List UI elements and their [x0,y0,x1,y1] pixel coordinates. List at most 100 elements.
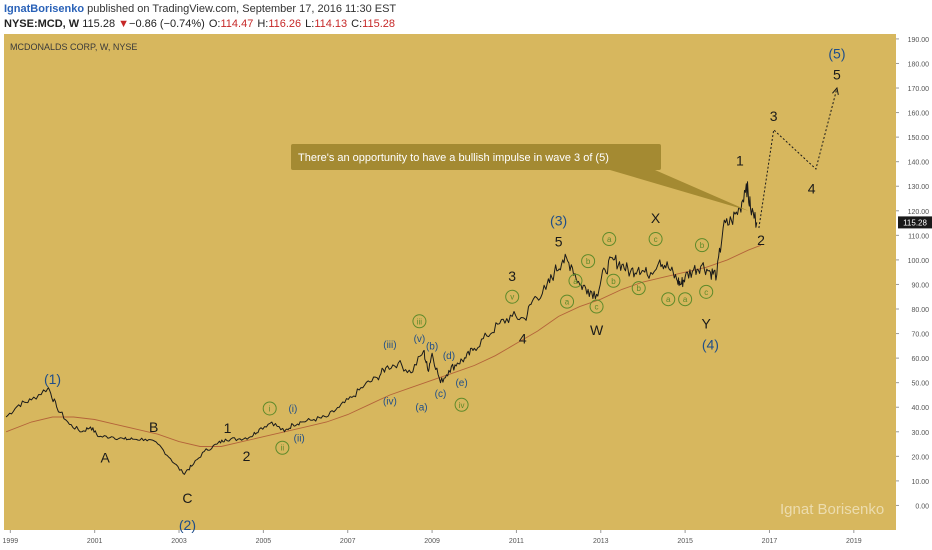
wave-label: 5 [833,66,841,82]
y-tick-label: 150.00 [908,135,930,142]
x-tick-label: 2015 [677,538,693,545]
wave-label-minor: a [565,298,570,307]
wave-label: (e) [455,378,467,389]
wave-label-circle [606,273,621,288]
wave-label-minor: a [683,295,688,304]
wave-label-minor: v [510,293,514,302]
wave-label-circle [581,254,596,269]
wave-labels-layer: (1)ABC(2)12i (i)ii(ii)(iii)iii(v)(iv)(b)(… [44,46,846,533]
moving-average-layer [5,244,762,447]
wave-label-circle [602,232,617,247]
x-tick-label: 2009 [424,538,440,545]
y-tick-label: 30.00 [911,430,929,437]
wave-label: (1) [44,371,61,387]
y-tick-label: 50.00 [911,381,929,388]
wave-label: W [590,322,604,338]
close-value: 115.28 [362,18,395,30]
wave-label-minor: i [269,404,271,413]
wave-label: (c) [435,389,447,400]
x-tick-label: 2001 [87,538,103,545]
moving-average-line [5,244,762,447]
annotation-callout[interactable]: There's an opportunity to have a bullish… [291,144,749,211]
x-tick-label: 2003 [171,538,187,545]
y-tick-label: 20.00 [911,454,929,461]
callout-pointer [610,170,749,211]
wave-label-minor: b [637,284,642,293]
projection-path [758,87,838,229]
wave-label: (iii) [383,340,396,351]
chart-title: MCDONALDS CORP, W, NYSE [10,42,137,52]
wave-label: (i) [288,404,297,415]
wave-label: 3 [508,268,516,284]
low-label: L: [305,18,315,30]
last-price-badge [898,216,932,229]
price-chart[interactable]: 0.00 10.00 20.00 30.00 40.00 50.00 60.00 70.00 8… [0,34,932,550]
wave-label: X [651,210,661,226]
wave-label-circle [560,294,575,309]
x-tick-label: 1999 [3,538,19,545]
price-line-layer [5,181,758,475]
wave-label: 1 [224,420,232,436]
y-tick-label: 170.00 [908,86,930,93]
wave-label-minor: a [573,277,578,286]
wave-label: (ii) [294,433,305,444]
wave-label: C [182,490,192,506]
y-tick-label: 100.00 [908,258,930,265]
y-tick-label: 110.00 [908,233,929,240]
author-link[interactable]: IgnatBorisenko [4,3,85,15]
wave-label: 3 [770,108,778,124]
wave-label: (iv) [383,397,397,408]
price-axis[interactable] [896,34,932,550]
open-value: 114.47 [220,18,254,30]
change-arrow: ▼ [118,18,130,30]
wave-label-minor: b [611,277,616,286]
wave-label: A [101,449,111,465]
y-tick-label: 190.00 [908,37,930,44]
x-tick-label: 2005 [256,538,272,545]
wave-label-minor: iii [417,317,423,326]
symbol-label: NYSE:MCD, W [4,18,80,30]
wave-label: Y [702,316,712,332]
wave-label-minor: a [607,235,612,244]
x-tick-label: 2011 [509,538,524,545]
wave-label: 4 [519,330,527,346]
wave-label: (a) [415,403,427,414]
wave-label: (v) [414,334,426,345]
wave-label-circle [648,232,663,247]
y-tick-label: 180.00 [908,61,930,68]
open-label: O: [208,18,221,30]
wave-label-circle [631,281,646,296]
x-axis-ticks: 1999 2001 2003 2005 2007 2009 2011 2013 2015 2017… [3,530,862,545]
price-line [5,181,758,475]
wave-label-circle [454,397,469,412]
wave-label-minor: c [595,303,599,312]
high-label: H: [257,18,269,30]
wave-label: (d) [443,351,455,362]
wave-label: 2 [757,232,765,248]
y-tick-label: 10.00 [911,479,929,486]
time-axis[interactable] [0,530,932,550]
wave-label-circle [568,273,583,288]
y-axis-ticks: 0.00 10.00 20.00 30.00 40.00 50.00 60.00 70.00 8… [896,37,930,510]
projection-layer [758,86,839,229]
wave-label: (2) [179,517,196,533]
plot-area [4,34,896,530]
symbol-line: NYSE:MCD, W 115.28 ▼−0.86 (−0.74%) O:114.… [4,18,395,30]
x-tick-label: 2013 [593,538,609,545]
wave-label: 4 [808,181,816,197]
wave-label-circle [262,401,277,416]
wave-label-circle [694,238,709,253]
y-tick-label: 90.00 [911,282,929,289]
close-label: C: [351,18,363,30]
y-tick-label: 0.00 [915,503,929,510]
wave-label-minor: c [654,235,658,244]
y-tick-label: 160.00 [908,111,930,118]
wave-label: 5 [555,233,563,249]
y-tick-label: 120.00 [908,209,930,216]
low-value: 114.13 [314,18,348,30]
x-tick-label: 2017 [762,538,778,545]
change-value: −0.86 (−0.74%) [129,18,205,30]
last-price: 115.28 [82,18,116,30]
wave-label-circle [678,292,693,307]
wave-label: (b) [426,341,438,352]
